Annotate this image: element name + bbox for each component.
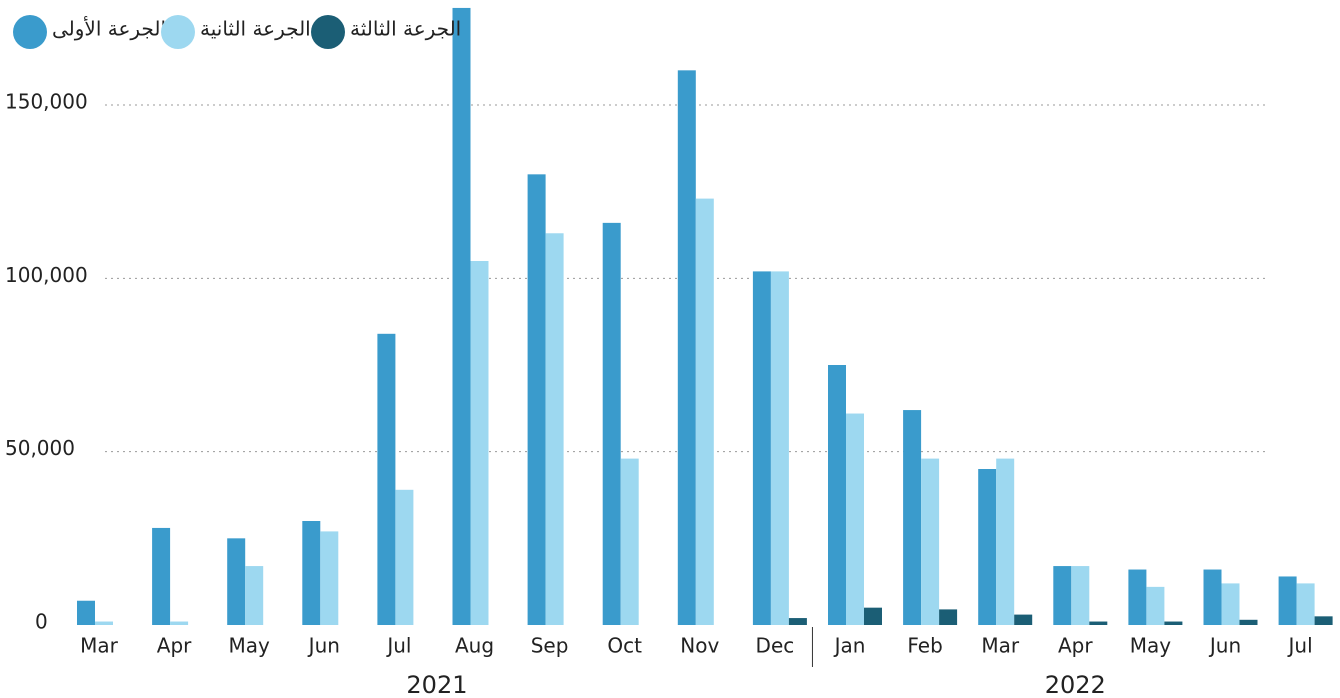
bar bbox=[1278, 576, 1297, 625]
x-tick-label: Jun bbox=[1208, 634, 1241, 658]
bar bbox=[788, 618, 807, 625]
legend-swatch bbox=[161, 15, 195, 49]
y-tick-label: 0 bbox=[35, 610, 48, 634]
bar bbox=[828, 365, 846, 625]
bar bbox=[996, 458, 1015, 625]
bar bbox=[1071, 566, 1090, 625]
year-label: 2022 bbox=[1045, 671, 1106, 698]
bar bbox=[77, 600, 95, 625]
y-tick-label: 150,000 bbox=[5, 90, 88, 114]
x-tick-label: Jun bbox=[307, 634, 340, 658]
x-tick-label: Jan bbox=[833, 634, 866, 658]
x-tick-label: Apr bbox=[157, 634, 192, 658]
bar bbox=[170, 621, 189, 625]
bar bbox=[1314, 616, 1333, 625]
bar bbox=[527, 174, 546, 626]
legend-label: الجرعة الثانية bbox=[200, 17, 311, 41]
bar bbox=[620, 458, 639, 625]
bar bbox=[695, 198, 714, 625]
bar bbox=[452, 7, 471, 625]
bar bbox=[1239, 619, 1258, 625]
bar bbox=[545, 233, 564, 625]
legend-label: الجرعة الأولى bbox=[52, 17, 166, 41]
bar bbox=[752, 271, 771, 625]
bar bbox=[395, 489, 414, 625]
bar bbox=[95, 621, 113, 625]
x-tick-label: Sep bbox=[531, 634, 569, 658]
x-tick-label: Apr bbox=[1058, 634, 1093, 658]
bar bbox=[1164, 621, 1183, 625]
x-tick-label: May bbox=[1130, 634, 1172, 658]
legend-swatch bbox=[13, 15, 47, 49]
bar bbox=[470, 261, 489, 625]
bar bbox=[846, 413, 864, 625]
bar bbox=[677, 70, 696, 626]
x-tick-label: Feb bbox=[907, 634, 942, 658]
bar bbox=[1146, 586, 1165, 625]
y-tick-label: 50,000 bbox=[5, 436, 75, 460]
y-tick-label: 100,000 bbox=[5, 263, 88, 287]
x-tick-label: Jul bbox=[1287, 634, 1313, 658]
bar bbox=[1089, 621, 1108, 625]
bar bbox=[152, 527, 171, 625]
bar bbox=[978, 469, 997, 625]
bar bbox=[602, 222, 621, 625]
bar bbox=[903, 410, 922, 625]
bar bbox=[1128, 569, 1147, 625]
legend-label: الجرعة الثالثة bbox=[350, 17, 461, 41]
legend-swatch bbox=[311, 15, 345, 49]
bar bbox=[1203, 569, 1222, 625]
bar bbox=[227, 538, 246, 625]
bar bbox=[1053, 566, 1072, 625]
bar bbox=[1296, 583, 1315, 625]
x-tick-label: Mar bbox=[80, 634, 119, 658]
bar bbox=[320, 531, 339, 625]
bar bbox=[377, 333, 396, 625]
x-tick-label: Jul bbox=[385, 634, 411, 658]
year-label: 2021 bbox=[406, 671, 467, 698]
bar bbox=[921, 458, 940, 625]
x-tick-label: Mar bbox=[981, 634, 1020, 658]
x-tick-label: Dec bbox=[756, 634, 795, 658]
bar bbox=[864, 607, 882, 625]
bar bbox=[302, 521, 321, 625]
bar bbox=[245, 566, 264, 625]
x-tick-label: May bbox=[229, 634, 271, 658]
x-tick-label: Aug bbox=[455, 634, 494, 658]
x-tick-label: Oct bbox=[607, 634, 642, 658]
bar bbox=[1014, 614, 1033, 625]
x-tick-label: Nov bbox=[680, 634, 719, 658]
bar bbox=[939, 609, 958, 625]
bar bbox=[770, 271, 789, 625]
bar bbox=[1221, 583, 1240, 625]
